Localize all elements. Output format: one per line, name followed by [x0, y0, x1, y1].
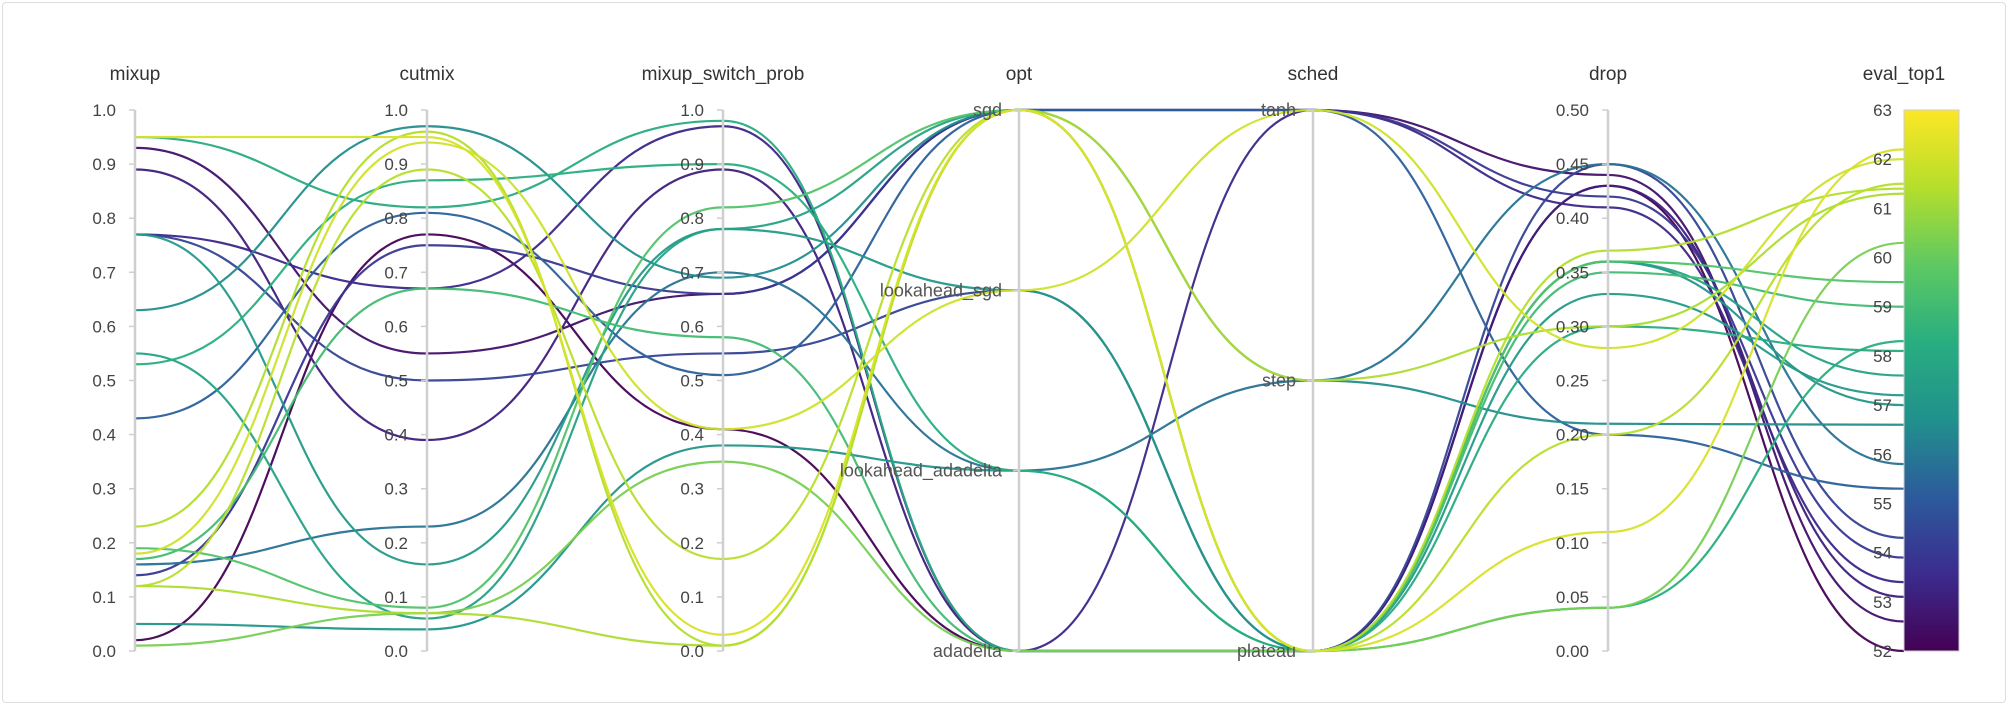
tick-label: 0.6 [384, 317, 408, 336]
tick-label: 1.0 [384, 101, 408, 120]
axis-opt[interactable]: opt adadelta lookahead_adadelta lookahead_s… [840, 64, 1033, 661]
category-label: adadelta [933, 641, 1003, 661]
axis-title[interactable]: mixup_switch_prob [642, 64, 805, 85]
tick-label: 0.2 [680, 534, 704, 553]
axes: mixup0.00.10.20.30.40.50.60.70.80.91.0cu… [92, 64, 1945, 661]
axis-title[interactable]: eval_top1 [1863, 64, 1945, 85]
tick-label: 58 [1873, 347, 1892, 366]
tick-label: 0.45 [1556, 155, 1589, 174]
tick-label: 57 [1873, 396, 1892, 415]
tick-label: 0.10 [1556, 534, 1589, 553]
tick-label: 0.6 [680, 317, 704, 336]
axis-title[interactable]: mixup [110, 64, 161, 85]
tick-label: 1.0 [92, 101, 116, 120]
tick-label: 0.3 [384, 480, 408, 499]
tick-label: 60 [1873, 249, 1892, 268]
tick-label: 0.6 [92, 317, 116, 336]
tick-label: 0.40 [1556, 209, 1589, 228]
tick-label: 0.9 [384, 155, 408, 174]
tick-label: 0.7 [92, 263, 116, 282]
tick-label: 0.35 [1556, 263, 1589, 282]
series-line[interactable] [134, 108, 1905, 490]
series-line[interactable] [134, 119, 1905, 653]
tick-label: 0.05 [1556, 588, 1589, 607]
axis-sched[interactable]: sched plateau step tanh [1237, 64, 1338, 661]
tick-label: 0.5 [92, 372, 116, 391]
tick-label: 63 [1873, 101, 1892, 120]
category-label: plateau [1237, 641, 1296, 661]
tick-label: 0.0 [384, 642, 408, 661]
series-line[interactable] [134, 108, 1905, 653]
axis-title[interactable]: cutmix [400, 64, 455, 85]
tick-label: 0.1 [680, 588, 704, 607]
tick-label: 53 [1873, 593, 1892, 612]
tick-label: 0.15 [1556, 480, 1589, 499]
tick-label: 0.7 [384, 263, 408, 282]
series-line[interactable] [134, 271, 1905, 653]
colorbar [1903, 109, 1960, 652]
tick-label: 0.5 [680, 372, 704, 391]
tick-label: 56 [1873, 445, 1892, 464]
tick-label: 0.8 [680, 209, 704, 228]
tick-label: 52 [1873, 642, 1892, 661]
tick-label: 0.2 [92, 534, 116, 553]
tick-label: 0.3 [92, 480, 116, 499]
tick-label: 0.4 [384, 426, 408, 445]
axis-drop[interactable]: drop 0.00 0.05 0.10 0.15 0.20 0.25 0.30 0.35 0.40… [1556, 64, 1627, 661]
tick-label: 0.0 [92, 642, 116, 661]
tick-label: 59 [1873, 298, 1892, 317]
category-label: sgd [973, 100, 1002, 120]
tick-label: 0.5 [384, 372, 408, 391]
tick-label: 1.0 [680, 101, 704, 120]
axis-mixup[interactable]: mixup 0.0 0.1 0.2 0.3 0.4 0.5 0.6 0.7 0.8 0.9 1.0 [92, 64, 160, 661]
tick-label: 54 [1873, 544, 1892, 563]
axis-title[interactable]: sched [1288, 64, 1339, 85]
axis-mixup-switch-prob[interactable]: mixup_switch_prob 0.0 0.1 0.2 0.3 0.4 0.5 0.6 0.… [642, 64, 805, 661]
tick-label: 0.20 [1556, 426, 1589, 445]
category-label: step [1262, 371, 1296, 391]
axis-eval-top1[interactable]: eval_top1 52 53 54 55 56 57 58 59 60 61 62 63 [1863, 64, 1945, 661]
tick-label: 0.50 [1556, 101, 1589, 120]
axis-title[interactable]: opt [1006, 64, 1033, 85]
axis-cutmix[interactable]: cutmix 0.0 0.1 0.2 0.3 0.4 0.5 0.6 0.7 0.8 0.9 1.0 [384, 64, 455, 661]
tick-label: 0.9 [680, 155, 704, 174]
tick-label: 55 [1873, 494, 1892, 513]
tick-label: 0.3 [680, 480, 704, 499]
tick-label: 0.0 [680, 642, 704, 661]
tick-label: 0.00 [1556, 642, 1589, 661]
tick-label: 0.30 [1556, 317, 1589, 336]
tick-label: 0.25 [1556, 372, 1589, 391]
tick-label: 0.1 [92, 588, 116, 607]
axis-title[interactable]: drop [1589, 64, 1627, 85]
category-label: tanh [1261, 100, 1296, 120]
tick-label: 0.8 [384, 209, 408, 228]
tick-label: 0.2 [384, 534, 408, 553]
tick-label: 0.1 [384, 588, 408, 607]
colorbar-gradient [1903, 109, 1960, 652]
tick-label: 62 [1873, 150, 1892, 169]
tick-label: 61 [1873, 199, 1892, 218]
tick-label: 0.7 [680, 263, 704, 282]
category-label: lookahead_adadelta [840, 461, 1003, 482]
tick-label: 0.4 [680, 426, 704, 445]
category-label: lookahead_sgd [880, 280, 1002, 301]
tick-label: 0.9 [92, 155, 116, 174]
tick-label: 0.8 [92, 209, 116, 228]
tick-label: 0.4 [92, 426, 116, 445]
